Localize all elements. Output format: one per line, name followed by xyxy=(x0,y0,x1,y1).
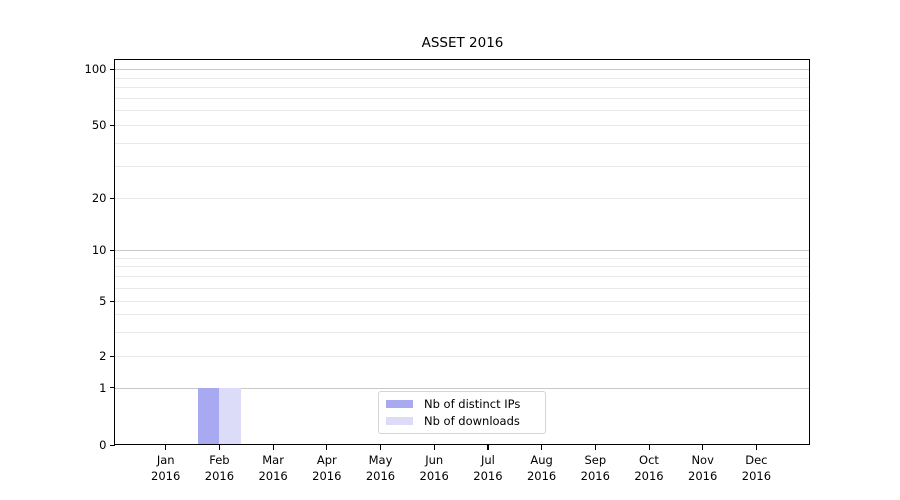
x-tick-jun xyxy=(433,445,435,450)
x-tick-jan xyxy=(165,445,167,450)
gridline-y-40 xyxy=(115,142,809,144)
gridline-y-5 xyxy=(115,301,809,302)
legend-label-distinct-ips: Nb of distinct IPs xyxy=(424,397,521,412)
chart-title: ASSET 2016 xyxy=(421,35,504,51)
x-tick-label-mar-2016: Mar 2016 xyxy=(258,453,288,483)
x-tick-oct xyxy=(648,445,650,450)
gridline-y-20 xyxy=(115,198,809,199)
gridline-y-90 xyxy=(115,77,809,79)
x-tick-dec xyxy=(755,445,758,450)
y-tick-1 xyxy=(109,387,115,389)
y-tick-label-50: 50 xyxy=(91,118,107,132)
x-tick-mar xyxy=(272,445,274,450)
x-tick-label-jan-2016: Jan 2016 xyxy=(151,453,181,483)
x-tick-label-oct-2016: Oct 2016 xyxy=(634,453,664,483)
y-tick-50 xyxy=(109,124,115,126)
x-tick-label-apr-2016: Apr 2016 xyxy=(312,453,342,483)
x-tick-sep xyxy=(594,445,596,450)
y-tick-5 xyxy=(109,300,115,302)
x-tick-label-dec-2016: Dec 2016 xyxy=(741,453,772,483)
gridline-y-3 xyxy=(115,331,809,333)
legend-swatch-downloads xyxy=(386,416,413,425)
x-tick-aug xyxy=(541,445,543,450)
y-tick-label-2: 2 xyxy=(99,349,107,363)
x-tick-label-feb-2016: Feb 2016 xyxy=(204,453,235,483)
gridline-y-4 xyxy=(115,314,809,316)
y-tick-label-1: 1 xyxy=(99,380,107,395)
legend-item-downloads: Nb of downloads xyxy=(386,414,538,428)
legend-item-distinct-ips: Nb of distinct IPs xyxy=(386,397,538,411)
gridline-y-30 xyxy=(115,165,809,167)
y-tick-label-100: 100 xyxy=(84,62,107,76)
x-tick-may xyxy=(380,445,382,450)
gridline-y-100 xyxy=(115,69,809,70)
x-tick-label-nov-2016: Nov 2016 xyxy=(688,453,718,483)
y-tick-10 xyxy=(109,249,115,251)
bar-distinct-ips-feb-2016 xyxy=(198,387,220,445)
legend: Nb of distinct IPs Nb of downloads xyxy=(378,391,546,434)
gridline-y-50 xyxy=(115,125,809,126)
gridline-y-6 xyxy=(115,287,809,289)
y-tick-2 xyxy=(109,355,115,357)
legend-swatch-distinct-ips xyxy=(386,400,413,409)
gridline-y-1 xyxy=(115,387,809,389)
x-tick-label-may-2016: May 2016 xyxy=(365,453,396,483)
x-tick-label-sep-2016: Sep 2016 xyxy=(580,453,610,483)
x-tick-label-jul-2016: Jul 2016 xyxy=(473,453,503,483)
y-tick-100 xyxy=(109,68,115,70)
x-tick-nov xyxy=(702,445,704,450)
gridline-y-60 xyxy=(115,110,809,112)
y-tick-label-20: 20 xyxy=(91,191,107,205)
gridline-y-70 xyxy=(115,97,809,99)
y-tick-label-0: 0 xyxy=(99,438,107,452)
gridline-y-2 xyxy=(115,356,809,357)
gridline-y-7 xyxy=(115,276,809,278)
gridline-y-8 xyxy=(115,266,809,268)
gridline-y-80 xyxy=(115,87,809,89)
y-tick-20 xyxy=(109,197,115,199)
bar-downloads-feb-2016 xyxy=(219,387,241,445)
x-tick-label-jun-2016: Jun 2016 xyxy=(419,453,449,483)
y-tick-label-5: 5 xyxy=(99,294,107,308)
x-tick-apr xyxy=(326,445,328,450)
x-tick-label-aug-2016: Aug 2016 xyxy=(526,453,557,483)
gridline-y-10 xyxy=(115,250,809,251)
legend-label-downloads: Nb of downloads xyxy=(424,413,520,428)
gridline-y-9 xyxy=(115,257,809,259)
y-tick-label-10: 10 xyxy=(91,243,107,257)
y-tick-0 xyxy=(109,444,115,446)
x-tick-feb xyxy=(218,445,221,450)
x-tick-jul xyxy=(487,445,489,450)
